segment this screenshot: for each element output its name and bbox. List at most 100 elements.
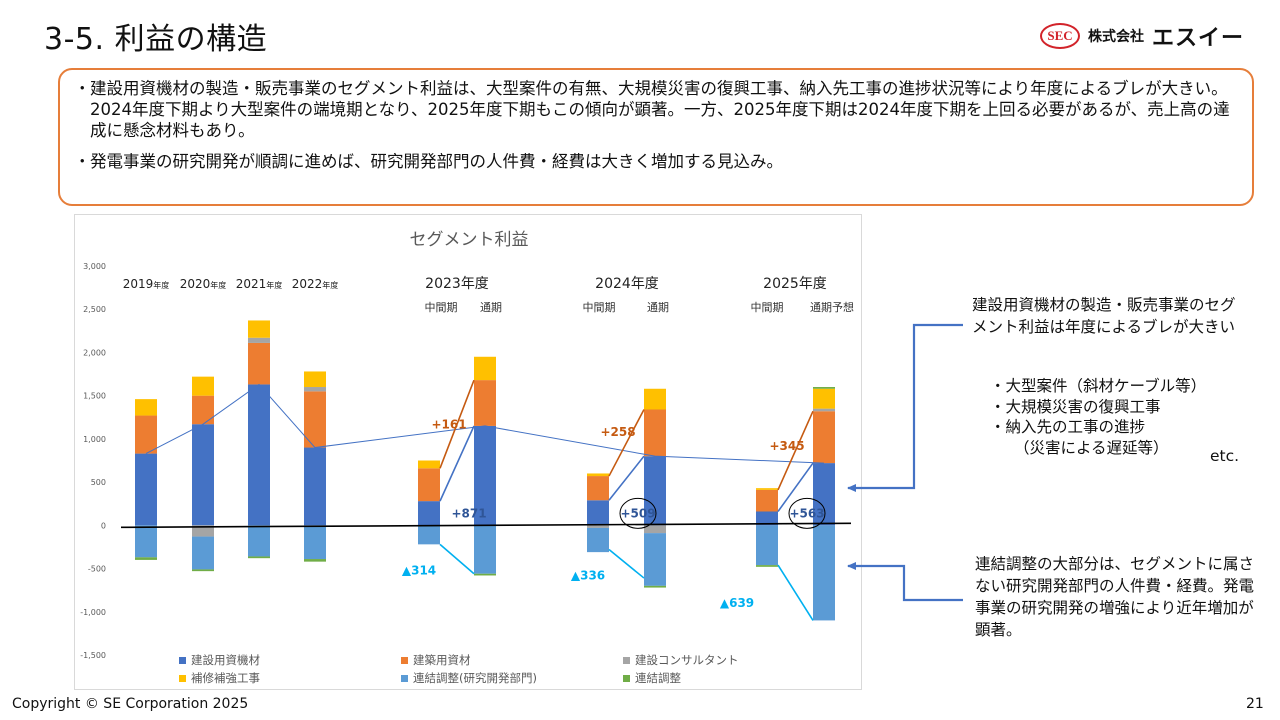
bar-segment [474,356,496,381]
growth-connector-cyan [777,564,814,621]
growth-label-orange: +258 [600,425,635,439]
y-tick-label: -1,000 [80,608,106,617]
period-label: 中間期 [751,301,784,314]
copyright: Copyright © SE Corporation 2025 [12,696,249,712]
legend-label: 建築用資材 [413,653,471,667]
legend-label: 連結調整(研究開発部門) [413,671,537,685]
summary-box: ・ 建設用資機材の製造・販売事業のセグメント利益は、大型案件の有無、大規模災害の… [58,68,1254,206]
legend-label: 補修補強工事 [191,671,260,685]
bar-segment [135,415,157,454]
page-number: 21 [1246,696,1264,712]
legend-label: 連結調整 [635,671,681,685]
year-label: 2020年度 [180,277,227,291]
bar-segment [756,565,778,567]
bar-segment [756,511,778,526]
bar-segment [474,380,496,426]
logo-company-name: エスイー [1152,26,1245,51]
bar-segment [644,456,666,526]
bar-segment [756,488,778,490]
etc-label: etc. [1210,447,1240,465]
list-item: （災害による遅延等） [1014,438,1169,457]
bullet-mark: ・ [74,79,91,98]
y-tick-label: -1,500 [80,651,106,660]
bar-segment [587,473,609,477]
bar-segment [587,527,609,553]
bar-segment [192,424,214,526]
bar-segment [192,395,214,425]
bar-segment [813,387,835,389]
bar-segment [587,476,609,501]
bar-segment [304,371,326,388]
callout-arrow-1 [847,323,963,492]
growth-connector-blue [608,455,645,501]
list-item: ・大型案件（斜材ケーブル等） [990,377,1207,395]
y-tick-label: -500 [88,565,106,574]
period-label: 通期予想 [810,300,854,314]
y-tick-label: 1,000 [83,435,106,444]
bar-segment [418,525,440,545]
bar-segment [304,391,326,448]
bar-segment [248,320,270,338]
bar-segment [192,525,214,537]
growth-connector-cyan [608,548,645,579]
growth-label-orange: +161 [431,417,466,431]
growth-connector-orange [439,379,475,469]
bar-segment [813,388,835,409]
bar-segment [135,399,157,416]
bar-segment [304,525,326,560]
bar-segment [474,425,496,526]
legend-swatch [401,657,408,664]
legend-swatch [179,657,186,664]
legend-swatch [401,675,408,682]
period-label: 中間期 [425,301,458,314]
y-tick-label: 3,000 [83,262,106,271]
bar-segment [248,556,270,559]
bar-segment [644,525,666,534]
summary-text-1: 建設用資機材の製造・販売事業のセグメント利益は、大型案件の有無、大規模災害の復興… [90,79,1230,140]
side-note-rnd-costs: 連結調整の大部分は、セグメントに属さない研究開発部門の人件費・経費。発電事業の研… [975,553,1265,641]
year-label: 2022年度 [292,277,339,291]
summary-text-2: 発電事業の研究開発が順調に進めば、研究開発部門の人件費・経費は大きく増加する見込… [90,152,783,171]
trend-line [145,383,825,464]
period-label: 中間期 [583,301,616,314]
bar-segment [135,525,157,558]
y-tick-label: 0 [101,521,106,530]
bar-segment [587,500,609,526]
summary-bullet-1: ・ 建設用資機材の製造・販売事業のセグメント利益は、大型案件の有無、大規模災害の… [74,78,1236,141]
summary-bullet-2: ・ 発電事業の研究開発が順調に進めば、研究開発部門の人件費・経費は大きく増加する… [74,151,1236,172]
growth-label-cyan: ▲639 [720,596,754,610]
y-tick-label: 2,000 [83,348,106,357]
bar-segment [756,489,778,512]
period-label: 通期 [647,301,669,314]
bar-segment [135,453,157,526]
legend-swatch [623,657,630,664]
growth-label-blue: +871 [451,506,486,520]
sec-seal: SEC [1040,23,1080,49]
y-tick-label: 500 [91,478,106,487]
side-note-1-text: 建設用資機材の製造・販売事業のセグメント利益は年度によるブレが大きい [972,296,1236,336]
legend-swatch [623,675,630,682]
bar-segment [192,376,214,396]
bar-segment [813,525,835,621]
bar-segment [304,387,326,392]
highlight-circle [619,497,657,529]
bar-segment [644,533,666,586]
growth-connector-orange [608,409,645,477]
bar-segment [192,569,214,572]
bar-segment [644,409,666,457]
growth-connector-cyan [439,543,475,575]
year-label: 2019年度 [123,277,170,291]
legend-label: 建設コンサルタント [635,653,739,667]
highlight-circle [788,497,826,529]
bar-segment [644,388,666,410]
bar-segment [418,501,440,526]
year-label: 2023年度 [425,276,489,292]
zero-line [120,522,852,529]
growth-label-orange: +345 [769,439,804,453]
chart-svg: セグメント利益 3,000 2,500 2,000 1,500 1,000 500 0 -500… [80,230,854,685]
segment-profit-chart: セグメント利益 3,000 2,500 2,000 1,500 1,000 500 0 -500… [74,214,862,690]
year-label: 2024年度 [595,276,659,292]
bar-segment [813,463,835,526]
bar-segment [192,536,214,570]
side-note-profit-variance: 建設用資機材の製造・販売事業のセグメント利益は年度によるブレが大きい [972,294,1247,338]
